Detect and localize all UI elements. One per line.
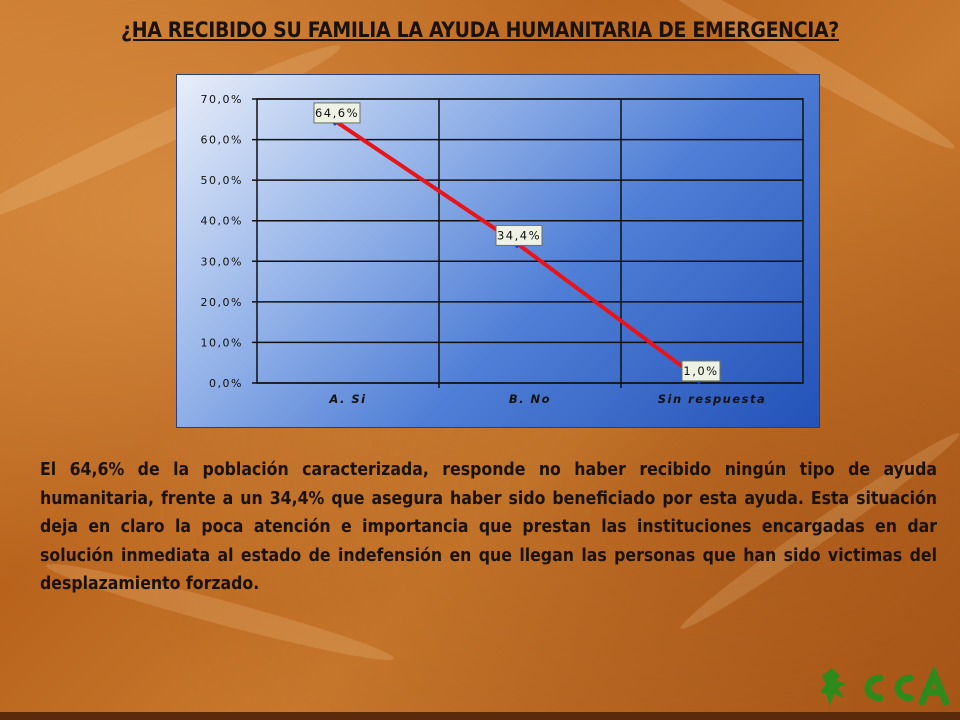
leaf-figure-icon bbox=[820, 668, 846, 706]
data-label-box bbox=[313, 102, 361, 124]
data-label: 64,6% bbox=[315, 106, 359, 120]
cca-logo-graphic bbox=[820, 665, 950, 706]
y-tick-label: 70,0% bbox=[201, 93, 243, 106]
cca-logo bbox=[818, 662, 958, 712]
data-label-box bbox=[495, 224, 543, 246]
chart-canvas: 0,0% 10,0% 20,0% 30,0% 40,0% 50,0% 60,0% 70,0% A… bbox=[201, 93, 804, 406]
y-tick-label: 40,0% bbox=[201, 215, 243, 228]
bottom-bar bbox=[0, 712, 960, 720]
y-tick-label: 50,0% bbox=[201, 174, 243, 187]
data-label: 34,4% bbox=[497, 228, 541, 242]
cca-lettering bbox=[864, 665, 950, 706]
description-paragraph: El 64,6% de la población caracterizada, … bbox=[40, 460, 937, 594]
y-tick-label: 10,0% bbox=[201, 336, 243, 349]
y-tick-label: 0,0% bbox=[209, 377, 243, 390]
data-label: 1,0% bbox=[683, 364, 718, 378]
y-tick-label: 60,0% bbox=[201, 134, 243, 147]
x-tick-label: A. Si bbox=[328, 392, 366, 406]
x-tick-label: B. No bbox=[509, 392, 551, 406]
data-label-box bbox=[681, 360, 721, 382]
y-tick-label: 30,0% bbox=[201, 255, 243, 268]
y-tick-label: 20,0% bbox=[201, 296, 243, 309]
slide-title: ¿HA RECIBIDO SU FAMILIA LA AYUDA HUMANIT… bbox=[121, 18, 839, 42]
line-chart: 0,0% 10,0% 20,0% 30,0% 40,0% 50,0% 60,0% 70,0% A… bbox=[176, 74, 820, 428]
x-tick-label: Sin respuesta bbox=[658, 392, 767, 406]
series-line bbox=[333, 119, 701, 381]
